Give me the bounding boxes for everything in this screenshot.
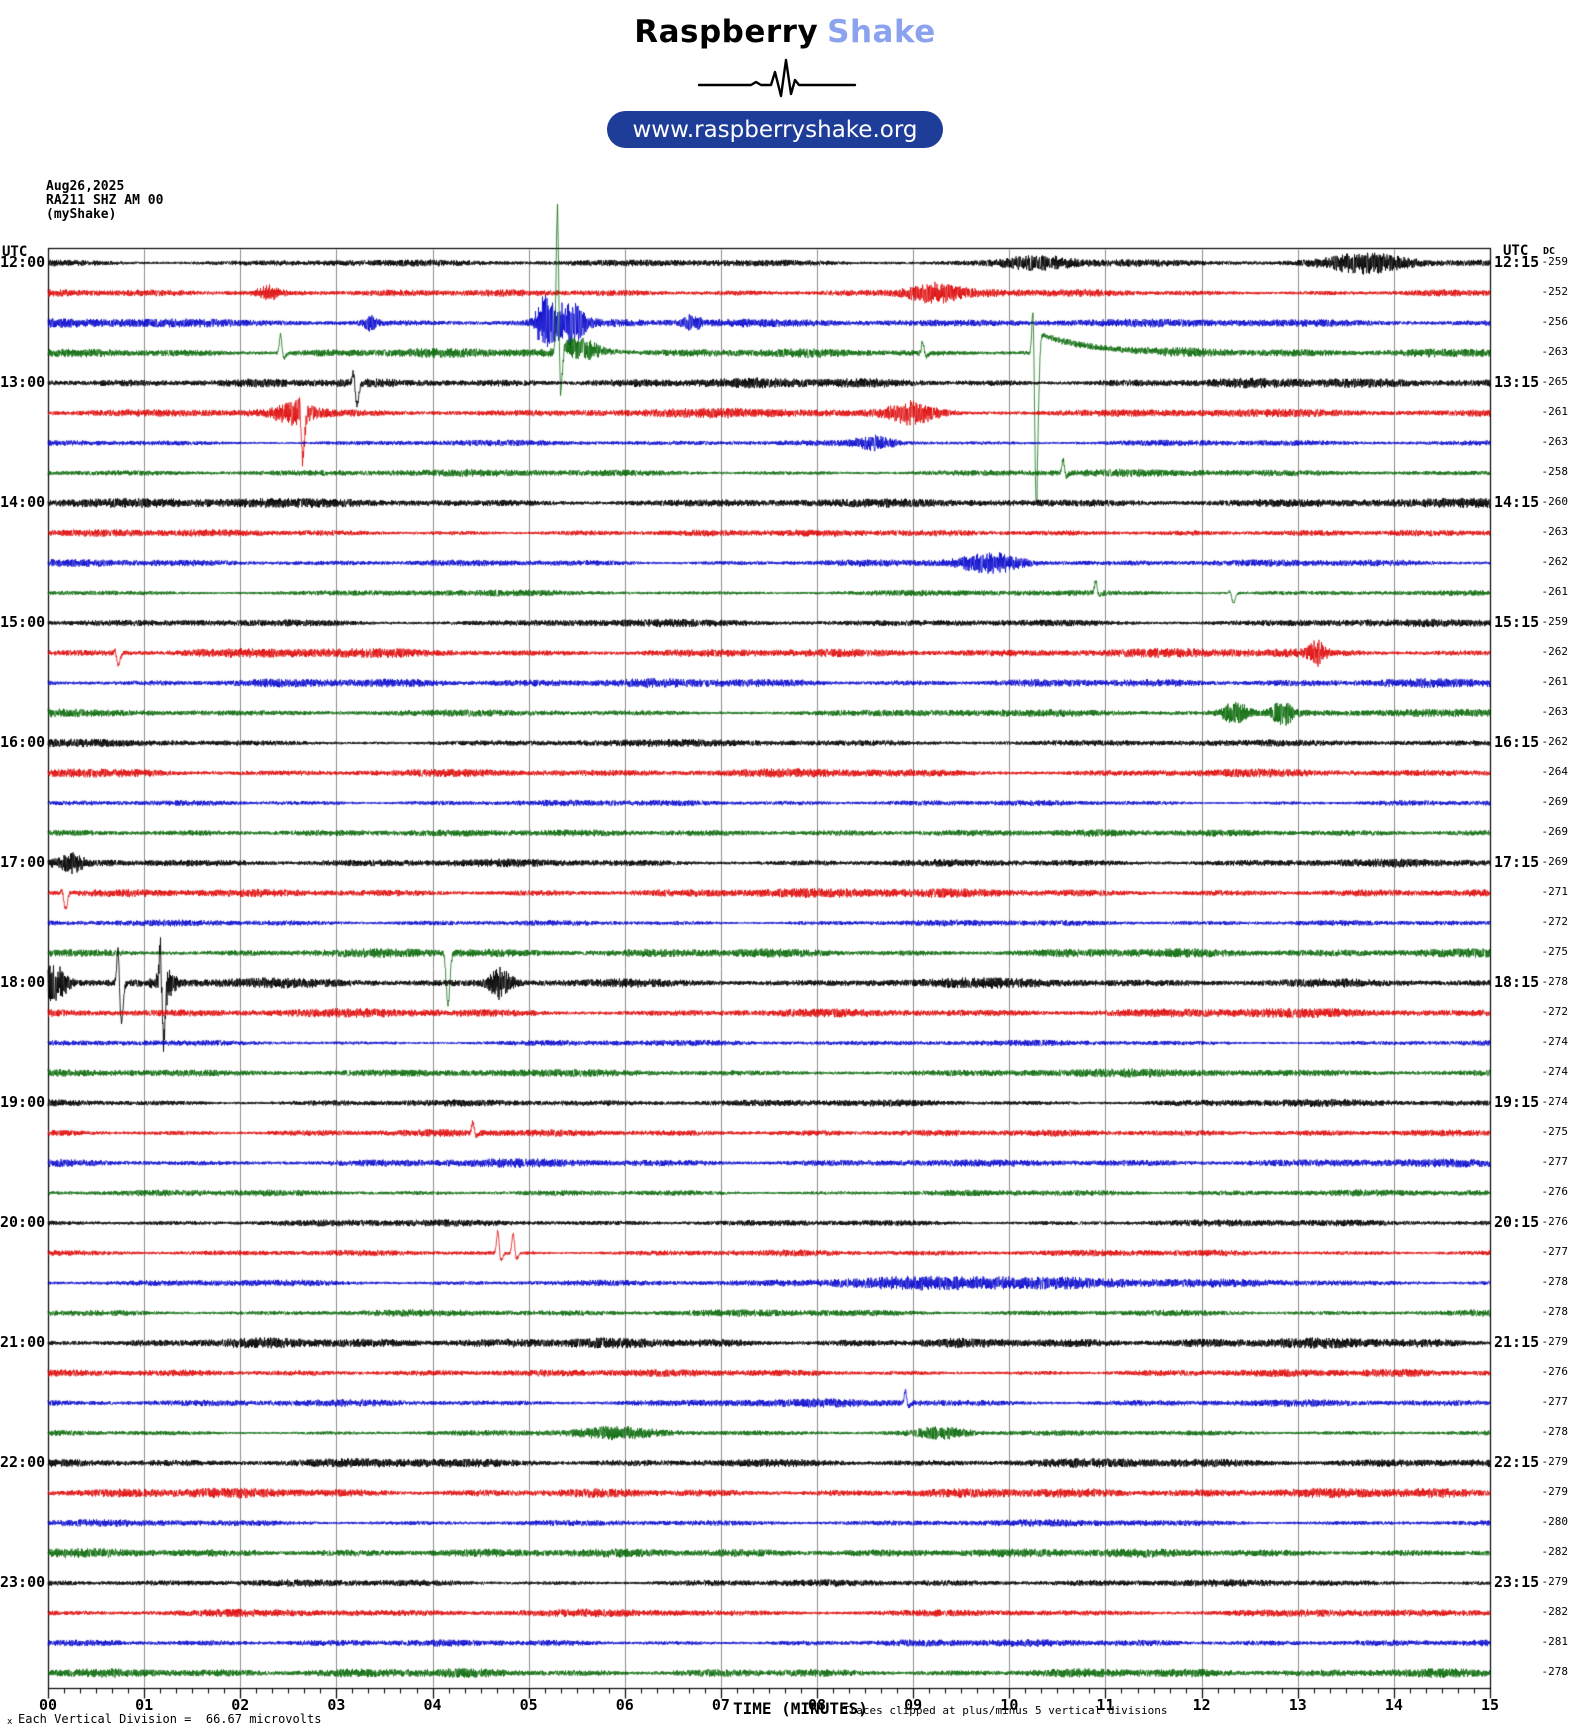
hour-label-right: 16:15 — [1494, 733, 1540, 751]
dc-value: -279 — [1541, 1485, 1569, 1498]
hour-label-left: 17:00 — [0, 853, 46, 871]
minute-tick-label: 15 — [1480, 1696, 1500, 1714]
hour-label-left: 18:00 — [0, 973, 46, 991]
dc-value: -262 — [1541, 645, 1569, 658]
hour-label-left: 20:00 — [0, 1213, 46, 1231]
dc-value: -279 — [1541, 1455, 1569, 1468]
hour-label-right: 20:15 — [1494, 1213, 1540, 1231]
dc-value: -263 — [1541, 345, 1569, 358]
corner-mark: x — [7, 1717, 13, 1727]
minute-tick-label: 05 — [519, 1696, 538, 1714]
dc-value: -261 — [1541, 405, 1569, 418]
dc-value: -282 — [1541, 1605, 1569, 1618]
dc-value: -271 — [1541, 885, 1569, 898]
dc-value: -264 — [1541, 765, 1569, 778]
dc-value: -252 — [1541, 285, 1569, 298]
dc-value: -278 — [1541, 1305, 1569, 1318]
minute-tick-label: 08 — [808, 1696, 827, 1714]
hour-label-left: 19:00 — [0, 1093, 46, 1111]
dc-value: -276 — [1541, 1215, 1569, 1228]
hour-label-left: 12:00 — [0, 253, 46, 271]
dc-value: -277 — [1541, 1245, 1569, 1258]
minute-tick-label: 06 — [615, 1696, 634, 1714]
dc-value: -275 — [1541, 1125, 1569, 1138]
dc-value: -275 — [1541, 945, 1569, 958]
minute-tick-label: 02 — [231, 1696, 250, 1714]
minute-tick-label: 12 — [1192, 1696, 1211, 1714]
dc-value: -281 — [1541, 1635, 1569, 1648]
hour-label-left: 22:00 — [0, 1453, 46, 1471]
x-axis-title: TIME (MINUTES) — [733, 1699, 868, 1718]
clip-note: Traces clipped at plus/minus 5 vertical … — [843, 1704, 1168, 1717]
dc-value: -274 — [1541, 1065, 1569, 1078]
dc-value: -278 — [1541, 1665, 1569, 1678]
dc-value: -274 — [1541, 1095, 1569, 1108]
minute-tick-label: 07 — [711, 1696, 730, 1714]
dc-value: -276 — [1541, 1365, 1569, 1378]
dc-value: -256 — [1541, 315, 1569, 328]
dc-value: -272 — [1541, 1005, 1569, 1018]
dc-value: -263 — [1541, 525, 1569, 538]
hour-label-right: 22:15 — [1494, 1453, 1540, 1471]
dc-value: -269 — [1541, 855, 1569, 868]
dc-value: -259 — [1541, 255, 1569, 268]
minute-tick-label: 00 — [38, 1696, 58, 1714]
dc-value: -278 — [1541, 1275, 1569, 1288]
dc-value: -277 — [1541, 1395, 1569, 1408]
dc-value: -263 — [1541, 705, 1569, 718]
dc-value: -260 — [1541, 495, 1569, 508]
dc-value: -269 — [1541, 795, 1569, 808]
dc-value: -261 — [1541, 675, 1569, 688]
minute-tick-label: 04 — [423, 1696, 442, 1714]
hour-label-right: 18:15 — [1494, 973, 1540, 991]
dc-value: -262 — [1541, 735, 1569, 748]
hour-label-left: 23:00 — [0, 1573, 46, 1591]
minute-tick-label: 09 — [904, 1696, 923, 1714]
hour-label-right: 21:15 — [1494, 1333, 1540, 1351]
minute-tick-label: 10 — [1000, 1696, 1019, 1714]
dc-value: -276 — [1541, 1185, 1569, 1198]
minute-tick-label: 14 — [1384, 1696, 1403, 1714]
hour-label-right: 13:15 — [1494, 373, 1540, 391]
hour-label-left: 21:00 — [0, 1333, 46, 1351]
dc-value: -274 — [1541, 1035, 1569, 1048]
hour-label-left: 13:00 — [0, 373, 46, 391]
dc-value: -259 — [1541, 615, 1569, 628]
minute-tick-label: 03 — [327, 1696, 346, 1714]
hour-label-right: 12:15 — [1494, 253, 1540, 271]
dc-value: -261 — [1541, 585, 1569, 598]
scale-note: Each Vertical Division = 66.67 microvolt… — [18, 1712, 322, 1726]
dc-value: -272 — [1541, 915, 1569, 928]
dc-value: -279 — [1541, 1575, 1569, 1588]
hour-label-right: 23:15 — [1494, 1573, 1540, 1591]
dc-value: -278 — [1541, 975, 1569, 988]
dc-value: -265 — [1541, 375, 1569, 388]
minute-tick-label: 13 — [1288, 1696, 1307, 1714]
dc-value: -258 — [1541, 465, 1569, 478]
hour-label-left: 14:00 — [0, 493, 46, 511]
dc-value: -269 — [1541, 825, 1569, 838]
hour-label-right: 17:15 — [1494, 853, 1540, 871]
dc-value: -277 — [1541, 1155, 1569, 1168]
dc-value: -263 — [1541, 435, 1569, 448]
minute-tick-label: 11 — [1096, 1696, 1115, 1714]
dc-value: -262 — [1541, 555, 1569, 568]
hour-label-right: 19:15 — [1494, 1093, 1540, 1111]
hour-label-right: 14:15 — [1494, 493, 1540, 511]
dc-value: -278 — [1541, 1425, 1569, 1438]
hour-label-right: 15:15 — [1494, 613, 1540, 631]
dc-value: -279 — [1541, 1335, 1569, 1348]
hour-label-left: 16:00 — [0, 733, 46, 751]
dc-value: -280 — [1541, 1515, 1569, 1528]
dc-value: -282 — [1541, 1545, 1569, 1558]
hour-label-left: 15:00 — [0, 613, 46, 631]
minute-tick-label: 01 — [135, 1696, 154, 1714]
